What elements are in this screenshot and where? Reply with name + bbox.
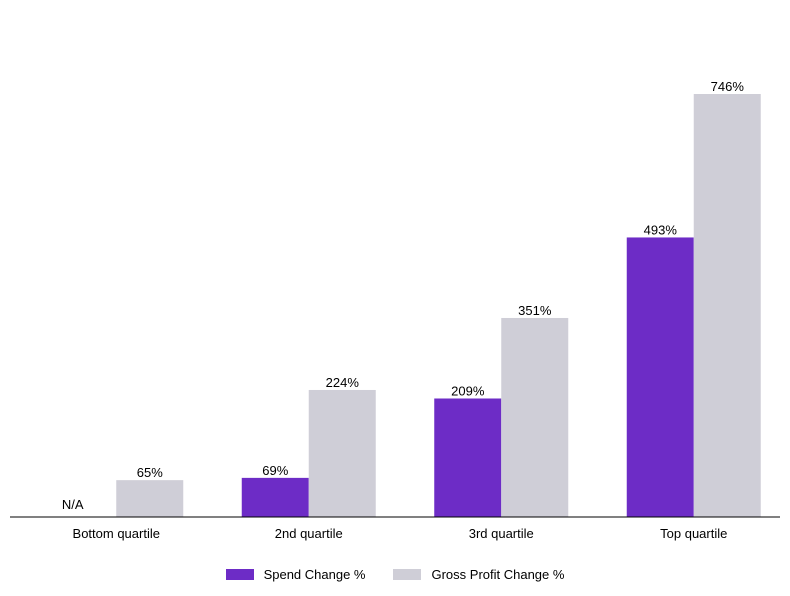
data-label-gross-profit-1: 224% [326,375,360,390]
bars-group [116,94,761,518]
bar-gross-profit-3 [693,94,761,517]
data-label-spend-2: 209% [451,383,485,398]
bar-spend-3 [626,237,694,518]
data-label-spend-3: 493% [644,222,678,237]
data-label-gross-profit-0: 65% [137,465,163,480]
bar-labels-group: N/A 65% 69% 224% 209% 351% 493% 746% [62,79,744,512]
data-label-gross-profit-3: 746% [711,79,745,94]
bar-gross-profit-2 [501,317,569,517]
bar-spend-1 [241,477,309,517]
x-tick-label-1: 2nd quartile [275,526,343,541]
x-tick-label-3: Top quartile [660,526,727,541]
bar-gross-profit-0 [116,480,184,517]
legend: Spend Change % Gross Profit Change % [0,563,790,585]
data-label-spend-0: N/A [62,497,84,512]
legend-swatch-gross-profit [393,568,422,580]
legend-label-spend: Spend Change % [263,566,366,582]
x-tick-label-2: 3rd quartile [469,526,534,541]
data-label-gross-profit-2: 351% [518,303,552,318]
bar-gross-profit-1 [308,389,376,517]
legend-item-spend: Spend Change % [225,566,366,582]
bar-spend-2 [434,398,502,517]
legend-item-gross-profit: Gross Profit Change % [393,567,564,582]
legend-label-gross-profit: Gross Profit Change % [431,566,565,582]
legend-swatch-spend [225,568,254,580]
x-tick-labels: Bottom quartile 2nd quartile 3rd quartile T… [73,526,728,541]
x-tick-label-0: Bottom quartile [73,526,160,541]
data-label-spend-1: 69% [262,463,288,478]
